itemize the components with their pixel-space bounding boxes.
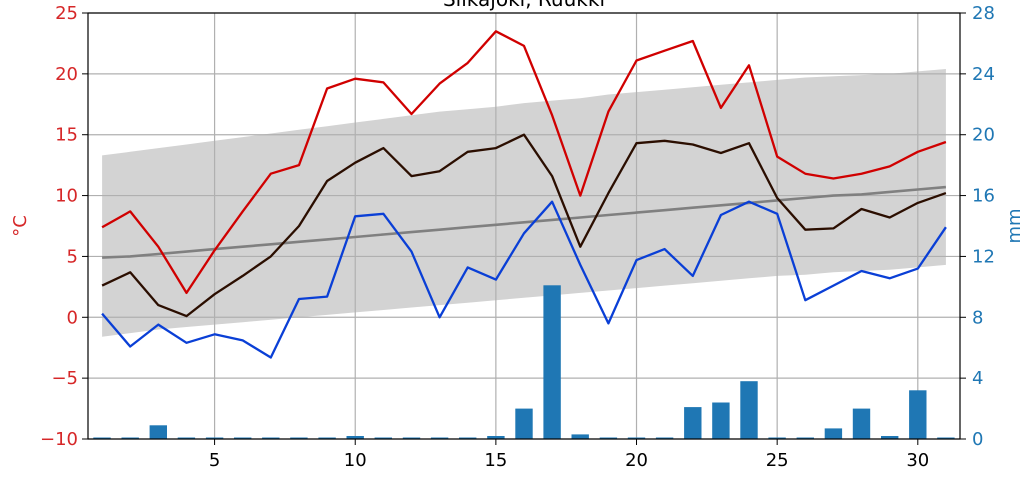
precipitation-bar xyxy=(177,437,196,439)
right-tick-label: 0 xyxy=(972,429,983,450)
precipitation-bar xyxy=(627,437,646,439)
left-tick-label: 25 xyxy=(55,3,78,24)
precipitation-bar xyxy=(824,428,843,439)
precipitation-bar xyxy=(149,425,167,439)
precipitation-bar xyxy=(684,407,702,439)
left-axis-label: °C xyxy=(10,215,31,237)
precipitation-bar xyxy=(909,390,927,439)
precipitation-bar xyxy=(374,437,392,439)
axis-ticks: 5 10 15 20 25 30 −10 −5 0 5 10 15 20 25 0 4 8 12 16 20 24 28 xyxy=(40,3,995,471)
precipitation-bar xyxy=(262,437,280,439)
x-tick-label: 10 xyxy=(344,450,367,471)
right-tick-label: 24 xyxy=(972,64,995,85)
precipitation-bar xyxy=(655,437,674,439)
x-tick-label: 20 xyxy=(625,450,648,471)
precipitation-bar xyxy=(205,437,224,439)
right-tick-label: 12 xyxy=(972,246,995,267)
precipitation-bar xyxy=(402,437,421,439)
x-tick-label: 30 xyxy=(906,450,929,471)
series-line-5 xyxy=(101,200,947,359)
temperature-lines xyxy=(101,30,947,359)
normal-range-band xyxy=(102,69,946,337)
right-tick-label: 20 xyxy=(972,125,995,146)
x-tick-label: 15 xyxy=(484,450,507,471)
x-tick-label: 5 xyxy=(209,450,220,471)
precipitation-bar xyxy=(234,437,252,439)
series-line-1 xyxy=(102,185,947,259)
right-tick-label: 28 xyxy=(972,3,995,24)
precipitation-bar xyxy=(796,437,814,439)
precipitation-bar xyxy=(599,437,618,439)
precipitation-bar xyxy=(543,285,561,439)
precipitation-bar xyxy=(459,437,477,439)
series-line-4 xyxy=(101,133,947,318)
left-tick-label: 5 xyxy=(67,246,78,267)
precipitation-bar xyxy=(515,408,533,439)
plot-frame xyxy=(87,12,961,440)
precipitation-bar xyxy=(290,437,308,439)
precipitation-bar xyxy=(346,436,364,439)
precipitation-bar xyxy=(121,437,139,439)
temperature-normal-range-band xyxy=(102,69,946,337)
precipitation-bar xyxy=(937,437,955,439)
right-axis-label: mm xyxy=(1004,208,1025,243)
left-tick-label: −5 xyxy=(51,368,78,389)
left-tick-label: 20 xyxy=(55,64,78,85)
right-tick-label: 8 xyxy=(972,307,983,328)
x-tick-label: 25 xyxy=(766,450,789,471)
left-tick-label: 15 xyxy=(55,125,78,146)
precipitation-bar xyxy=(881,436,899,439)
precipitation-bar xyxy=(768,437,786,439)
plot-area-border xyxy=(87,12,961,440)
series-line-3 xyxy=(101,30,947,295)
precipitation-bar xyxy=(318,437,336,439)
right-tick-label: 16 xyxy=(972,186,995,207)
right-tick-label: 4 xyxy=(972,368,983,389)
chart-title: Siikajoki, Ruukki xyxy=(443,0,605,11)
precipitation-bar xyxy=(712,402,730,439)
precipitation-bar xyxy=(430,437,449,439)
left-tick-label: 0 xyxy=(67,307,78,328)
precipitation-bar xyxy=(487,436,505,439)
left-tick-label: 10 xyxy=(55,186,78,207)
precipitation-bar xyxy=(740,381,758,439)
precipitation-bars xyxy=(93,285,955,439)
precipitation-bar xyxy=(93,437,111,439)
left-tick-label: −10 xyxy=(40,429,78,450)
precipitation-bar xyxy=(852,408,871,439)
precipitation-bar xyxy=(571,434,589,439)
